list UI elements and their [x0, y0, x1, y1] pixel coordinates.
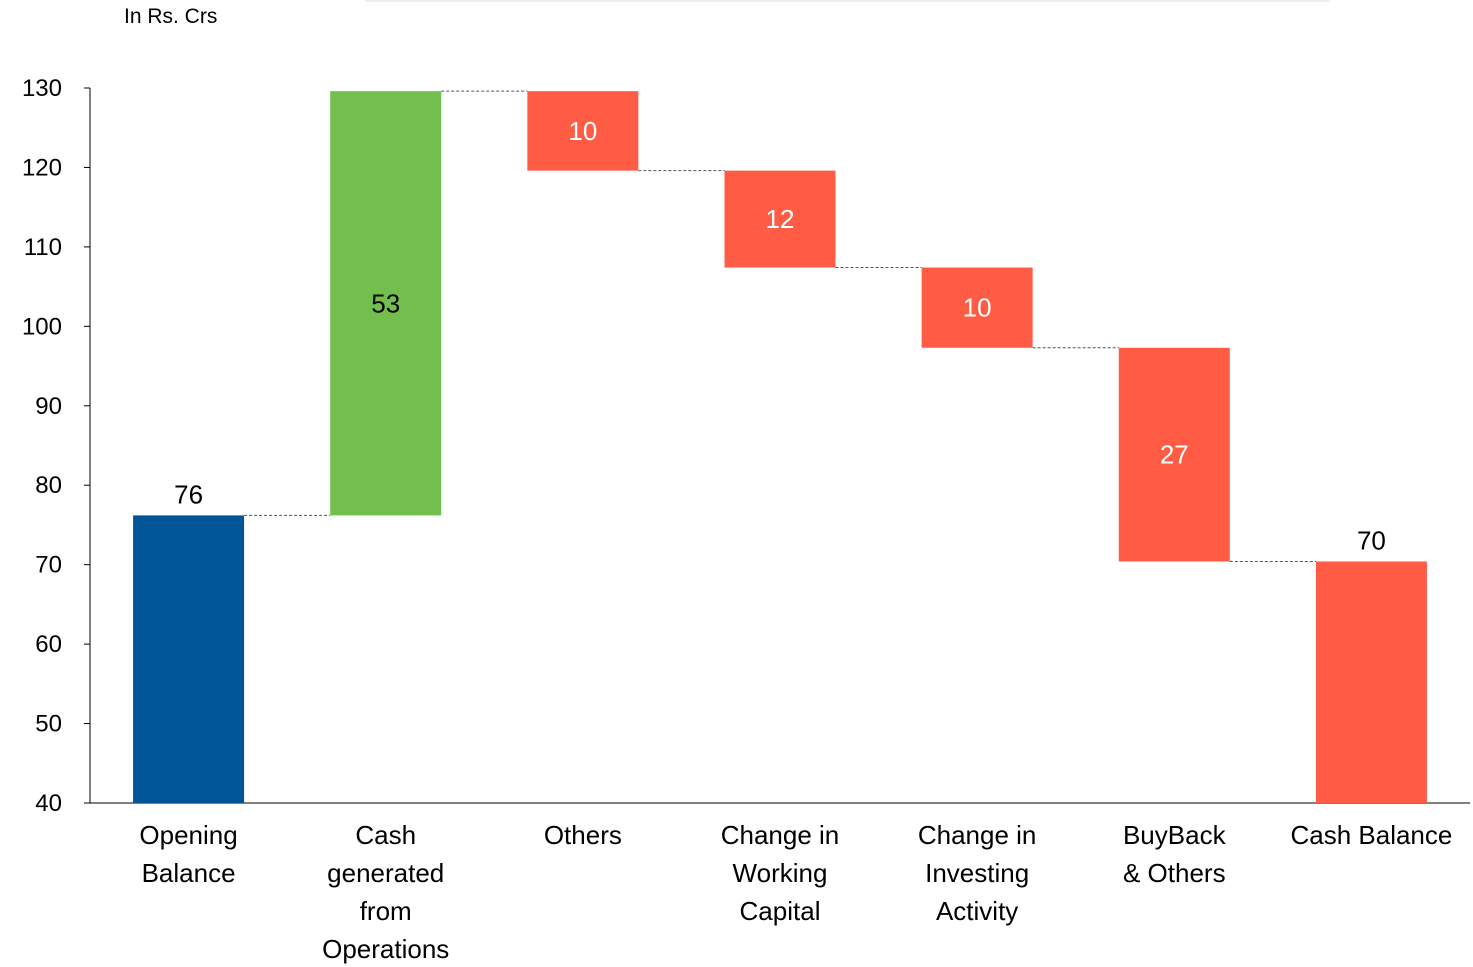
bar-decrease [1118, 347, 1230, 562]
data-label: 27 [1160, 440, 1189, 470]
y-tick-label: 100 [22, 313, 62, 340]
y-tick-label: 90 [35, 393, 62, 420]
category-label: Balance [142, 858, 236, 888]
category-label: BuyBack [1123, 820, 1227, 850]
bar-decrease [527, 91, 639, 171]
category-label: Cash Balance [1290, 820, 1452, 850]
bar-decrease [724, 170, 836, 268]
data-labels: 76 53 10 12 10 27 70 [174, 116, 1386, 556]
category-label: Opening [139, 820, 237, 850]
top-divider [365, 0, 1330, 2]
category-labels: Opening Balance Cash generated from Operation… [139, 820, 1452, 964]
connector-lines [244, 90, 1316, 562]
y-tick-label: 120 [22, 154, 62, 181]
y-tick-label: 50 [35, 711, 62, 738]
category-label: Others [544, 820, 622, 850]
data-label: 10 [568, 116, 597, 146]
category-label: generated [327, 858, 444, 888]
category-label: from [360, 896, 412, 926]
chart-axes: 40 50 60 70 80 90 100 110 120 130 [22, 75, 1470, 817]
data-label: 53 [371, 288, 400, 318]
category-label: Investing [925, 858, 1029, 888]
chart-bars [133, 91, 1427, 803]
bar-decrease [921, 267, 1033, 348]
y-tick-label: 70 [35, 552, 62, 579]
data-label: 10 [963, 293, 992, 323]
category-label: & Others [1123, 858, 1226, 888]
bar-total [1315, 561, 1427, 803]
data-label: 12 [766, 204, 795, 234]
y-tick-label: 80 [35, 472, 62, 499]
category-label: Change in [918, 820, 1037, 850]
category-label: Operations [322, 934, 449, 964]
category-label: Cash [355, 820, 416, 850]
data-label: 70 [1357, 525, 1386, 555]
category-label: Activity [936, 896, 1018, 926]
category-label: Change in [721, 820, 840, 850]
y-tick-label: 60 [35, 631, 62, 658]
category-label: Capital [740, 896, 821, 926]
y-tick-label: 110 [24, 234, 62, 261]
bar-increase [330, 91, 442, 516]
bar-total [133, 515, 245, 803]
category-label: Working [733, 858, 828, 888]
y-tick-label: 130 [22, 75, 62, 102]
data-label: 76 [174, 479, 203, 509]
unit-label: In Rs. Crs [124, 5, 218, 28]
y-tick-label: 40 [35, 790, 62, 817]
